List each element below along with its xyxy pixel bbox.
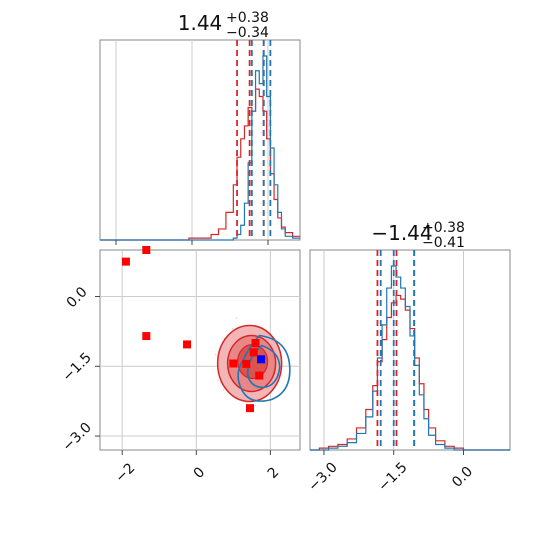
x-tick-label: 0 [191,464,209,482]
histogram-panel-x: 1.44 +0.38 −0.34 [99,10,301,245]
red-square-marker [229,359,238,368]
scatter-panel: −2 0 2 0.0 −1.5 −3.0 [59,246,301,486]
red-square-marker [142,332,151,341]
histogram-y-title-minus: −0.41 [422,235,465,251]
sample-point [254,404,257,407]
red-square-marker [249,348,258,357]
sample-point [222,388,225,391]
red-square-marker [255,371,264,380]
red-square-marker [242,359,251,368]
contour-blue-outer [237,334,291,402]
sample-point [231,327,234,330]
blue-square-marker [257,355,266,364]
sample-point [219,382,222,384]
sample-point [215,353,217,356]
histogram-y-title-plus: +0.38 [422,220,465,236]
x-tick-label: 2 [265,464,283,482]
histogram-series-line [310,265,510,451]
y-tick-label: −1.5 [59,350,94,385]
histogram-y-frame [309,249,511,451]
scatter-frame [99,249,301,451]
y-tick-label: −3.0 [59,420,94,455]
sample-point [235,317,238,319]
y-tick-label: 0.0 [64,284,91,311]
histogram-y-title: −1.44 [371,221,432,245]
sample-point [217,379,219,382]
red-square-marker [121,257,130,266]
x-tick-label: −2 [112,460,138,486]
histogram-x-title: 1.44 [178,11,223,35]
red-square-marker [246,404,254,413]
x-tick-label: 0.0 [449,464,476,491]
histogram-x-title-plus: +0.38 [226,10,269,26]
red-square-marker [251,339,260,348]
x-tick-label: −1.5 [375,459,410,494]
histogram-series-line [100,55,300,241]
x-tick-label: −3.0 [305,459,340,494]
histogram-panel-y: −1.44 +0.38 −0.41 −3.0 −1.5 0.0 [305,220,511,495]
red-square-marker [183,340,192,349]
red-square-marker [142,246,151,254]
histogram-x-title-minus: −0.34 [226,25,269,41]
